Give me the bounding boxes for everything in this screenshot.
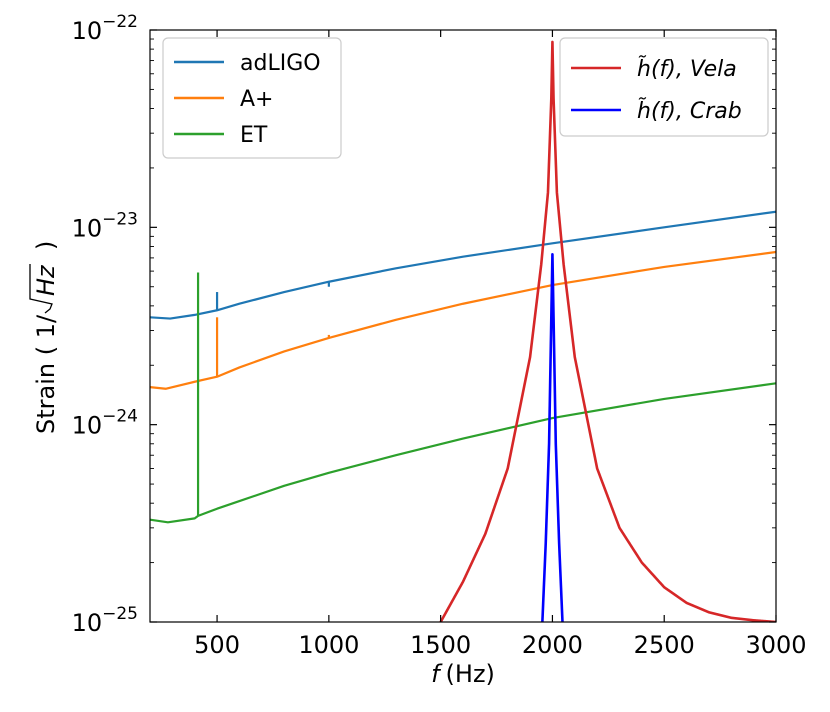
x-axis-label-unit: (Hz) xyxy=(446,660,495,688)
legend-label-aplus: A+ xyxy=(240,87,273,112)
x-tick-label-2500: 2500 xyxy=(634,631,695,659)
x-tick-label-2000: 2000 xyxy=(522,631,583,659)
legend-left-frame xyxy=(162,37,342,159)
legend-right: h̃(f), Vela h̃(f), Crab xyxy=(559,37,769,137)
x-tick-label-1000: 1000 xyxy=(298,631,359,659)
series-line-h-f-vela xyxy=(439,40,776,622)
ticks-layer: 500 1000 1500 2000 2500 3000 10−25 10−24 10−23 10… xyxy=(72,12,807,659)
y-axis-label-radical xyxy=(29,264,53,314)
series-line-et xyxy=(150,382,776,524)
y-axis-label: Strain ( 1/ Hz ) xyxy=(29,241,60,434)
y-axis-label-radicand: Hz xyxy=(32,264,60,296)
y-axis-label-prefix: Strain ( 1/ xyxy=(32,314,60,434)
y-tick-label-0: 10−25 xyxy=(72,604,138,637)
legend-label-et: ET xyxy=(240,123,268,148)
legend-left: adLIGO A+ ET xyxy=(162,37,342,159)
x-tick-label-1500: 1500 xyxy=(410,631,471,659)
x-tick-label-500: 500 xyxy=(194,631,240,659)
series-layer xyxy=(150,40,776,622)
y-tick-label-3: 10−22 xyxy=(72,12,138,45)
x-axis-label-var: f xyxy=(431,660,443,688)
series-line-a xyxy=(150,250,776,390)
x-axis-label: f (Hz) xyxy=(431,660,495,688)
legend-right-frame xyxy=(559,37,769,137)
series-line-h-f-crab xyxy=(541,253,564,622)
y-tick-label-1: 10−24 xyxy=(72,407,138,440)
plot-frame xyxy=(149,29,777,623)
legend-label-adligo: adLIGO xyxy=(240,51,321,76)
x-tick-label-3000: 3000 xyxy=(745,631,806,659)
series-line-adligo xyxy=(150,210,776,320)
y-axis-label-suffix: ) xyxy=(32,241,60,250)
y-tick-label-2: 10−23 xyxy=(72,209,138,242)
legend-label-vela: h̃(f), Vela xyxy=(637,56,737,82)
legend-label-crab: h̃(f), Crab xyxy=(637,98,742,124)
